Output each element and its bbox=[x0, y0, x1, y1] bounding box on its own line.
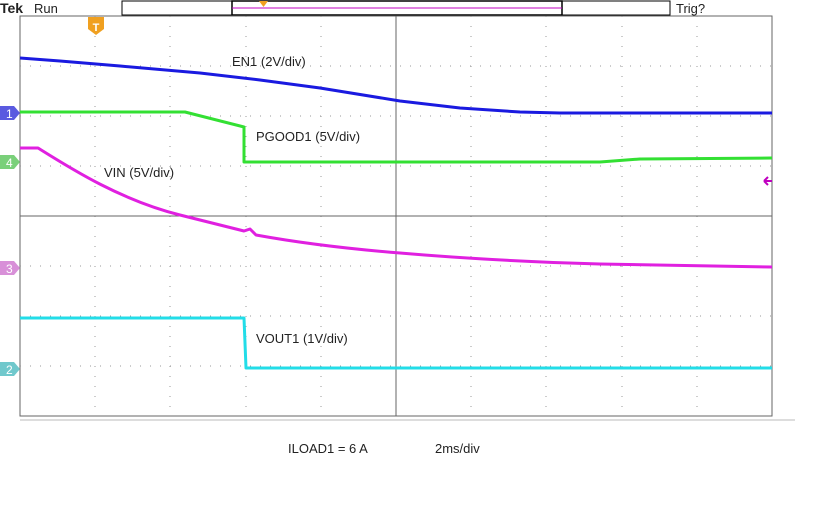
record-trigger-marker bbox=[259, 1, 268, 7]
channel-label: PGOOD1 (5V/div) bbox=[256, 129, 360, 144]
channel-marker: 1 bbox=[6, 107, 13, 121]
pgood1-trace bbox=[20, 110, 773, 164]
trigger-position-marker bbox=[88, 17, 104, 35]
channel-label: EN1 (2V/div) bbox=[232, 54, 306, 69]
channel-label: VOUT1 (1V/div) bbox=[256, 331, 348, 346]
brand: Tek bbox=[0, 0, 23, 16]
trigger-status: Trig? bbox=[676, 1, 705, 16]
channel-marker-bg bbox=[0, 362, 20, 376]
vin-trace bbox=[20, 146, 773, 269]
trigger-marker-label: T bbox=[93, 22, 100, 34]
channel-marker: 2 bbox=[6, 363, 13, 377]
channel-marker: 3 bbox=[6, 262, 13, 276]
timebase: 2ms/div bbox=[435, 441, 480, 456]
channel-markers: 1 4 3 2 bbox=[0, 106, 20, 377]
vout1-trace bbox=[20, 316, 772, 370]
channel-label: VIN (5V/div) bbox=[104, 165, 174, 180]
channel-marker-bg bbox=[0, 261, 20, 275]
channel-marker: 4 bbox=[6, 156, 13, 170]
load-note: ILOAD1 = 6 A bbox=[288, 441, 368, 456]
en1-trace bbox=[19, 56, 772, 115]
channel-marker-bg bbox=[0, 106, 20, 120]
graticule bbox=[20, 16, 795, 421]
channel-marker-bg bbox=[0, 155, 20, 169]
trigger-level-marker bbox=[763, 176, 772, 186]
run-status: Run bbox=[34, 1, 58, 16]
